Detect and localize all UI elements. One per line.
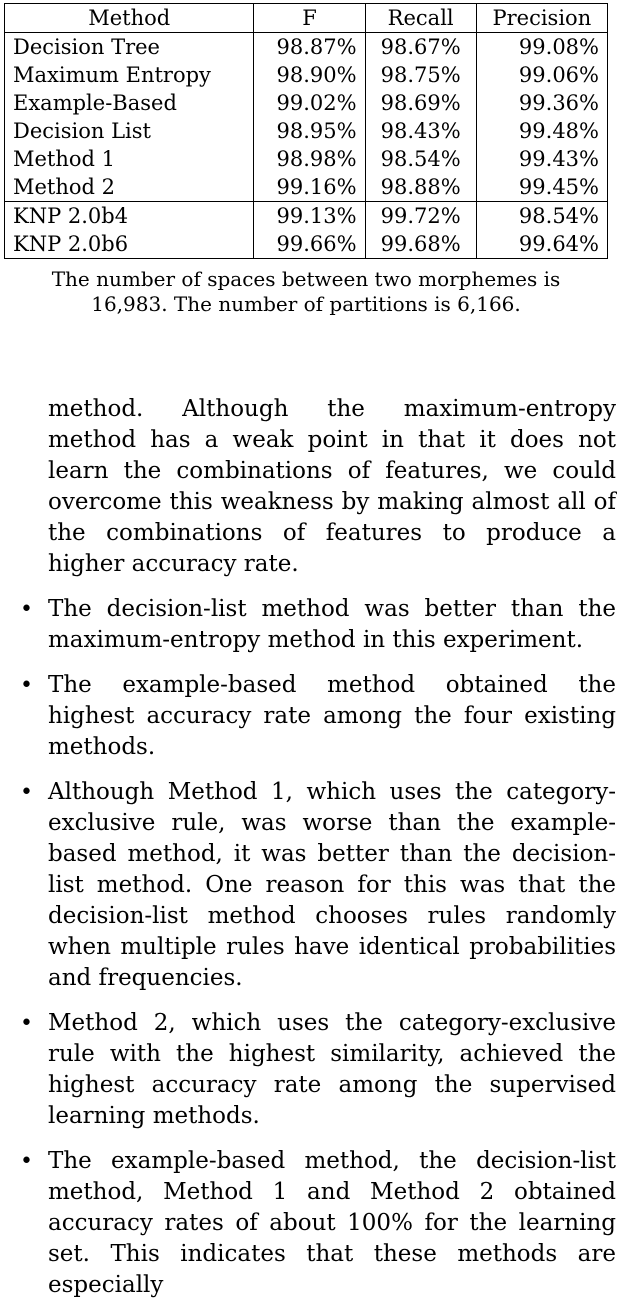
method-cell: Example-Based (3, 89, 255, 117)
body-text: method. Although the maximum-entropy met… (20, 394, 616, 1315)
recall-cell: 98.69% (364, 89, 477, 117)
bullet-icon: • (20, 1149, 33, 1174)
precision-cell: 99.64% (475, 230, 609, 259)
caption-line-2: 16,983. The number of partitions is 6,16… (91, 292, 521, 316)
f-cell: 99.16% (253, 173, 366, 202)
list-item: • The example-based method obtained the … (20, 670, 616, 763)
precision-cell: 99.43% (475, 145, 609, 173)
f-cell: 99.13% (253, 201, 366, 230)
f-cell: 98.98% (253, 145, 366, 173)
precision-cell: 99.06% (475, 61, 609, 89)
list-item-text: Although Method 1, which uses the catego… (48, 779, 616, 991)
findings-list: • The decision-list method was better th… (20, 594, 616, 1301)
bullet-icon: • (20, 673, 33, 698)
method-cell: KNP 2.0b4 (3, 201, 255, 230)
precision-cell: 99.48% (475, 117, 609, 145)
list-item-text: Method 2, which uses the category-exclus… (48, 1010, 616, 1129)
table-row: Method 2 99.16% 98.88% 99.45% (3, 173, 609, 202)
table-row: Decision Tree 98.87% 98.67% 99.08% (3, 32, 609, 61)
method-cell: Method 1 (3, 145, 255, 173)
supervised-methods-group: Decision Tree 98.87% 98.67% 99.08% Maxim… (3, 32, 609, 202)
table-row: Example-Based 99.02% 98.69% 99.36% (3, 89, 609, 117)
method-cell: KNP 2.0b6 (3, 230, 255, 259)
header-recall: Recall (364, 3, 477, 33)
table-row: Decision List 98.95% 98.43% 99.48% (3, 117, 609, 145)
table-caption: The number of spaces between two morphem… (4, 267, 608, 317)
method-cell: Method 2 (3, 173, 255, 202)
precision-cell: 99.08% (475, 32, 609, 61)
list-item-text: The example-based method, the decision-l… (48, 1148, 616, 1298)
list-item-text: The example-based method obtained the hi… (48, 672, 616, 760)
intro-paragraph: method. Although the maximum-entropy met… (48, 396, 616, 577)
recall-cell: 99.72% (364, 201, 477, 230)
header-method: Method (3, 3, 255, 33)
list-item-text: The decision-list method was better than… (48, 596, 616, 653)
recall-cell: 98.88% (364, 173, 477, 202)
table-row: Method 1 98.98% 98.54% 99.43% (3, 145, 609, 173)
recall-cell: 98.54% (364, 145, 477, 173)
knp-group: KNP 2.0b4 99.13% 99.72% 98.54% KNP 2.0b6… (3, 201, 609, 259)
caption-line-1: The number of spaces between two morphem… (51, 267, 561, 291)
precision-cell: 99.36% (475, 89, 609, 117)
results-table: Method F Recall Precision Decision Tree … (3, 3, 609, 259)
precision-cell: 98.54% (475, 201, 609, 230)
bullet-icon: • (20, 1011, 33, 1036)
recall-cell: 98.75% (364, 61, 477, 89)
list-item: • The example-based method, the decision… (20, 1146, 616, 1301)
f-cell: 99.66% (253, 230, 366, 259)
f-cell: 98.90% (253, 61, 366, 89)
method-cell: Maximum Entropy (3, 61, 255, 89)
table-row: Maximum Entropy 98.90% 98.75% 99.06% (3, 61, 609, 89)
table-header-row: Method F Recall Precision (3, 3, 609, 33)
table-row: KNP 2.0b6 99.66% 99.68% 99.64% (3, 230, 609, 259)
method-cell: Decision List (3, 117, 255, 145)
recall-cell: 98.43% (364, 117, 477, 145)
f-cell: 99.02% (253, 89, 366, 117)
bullet-icon: • (20, 780, 33, 805)
list-item: • Although Method 1, which uses the cate… (20, 777, 616, 994)
f-cell: 98.95% (253, 117, 366, 145)
list-item: • Method 2, which uses the category-excl… (20, 1008, 616, 1132)
method-cell: Decision Tree (3, 32, 255, 61)
f-cell: 98.87% (253, 32, 366, 61)
header-f: F (253, 3, 366, 33)
bullet-icon: • (20, 597, 33, 622)
recall-cell: 99.68% (364, 230, 477, 259)
list-item: • The decision-list method was better th… (20, 594, 616, 656)
precision-cell: 99.45% (475, 173, 609, 202)
recall-cell: 98.67% (364, 32, 477, 61)
header-precision: Precision (475, 3, 609, 33)
table-row: KNP 2.0b4 99.13% 99.72% 98.54% (3, 201, 609, 230)
